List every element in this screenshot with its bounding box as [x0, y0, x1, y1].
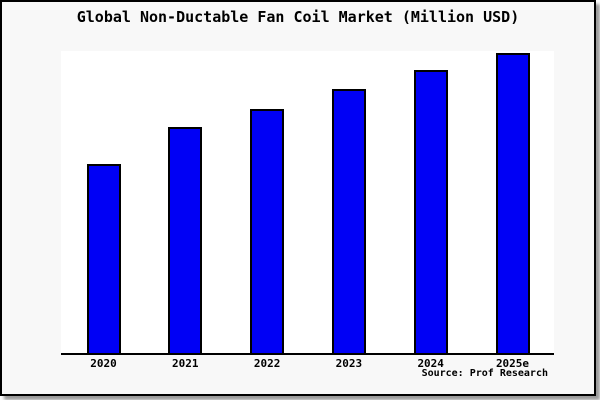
- x-tick-2021: 2021: [172, 357, 199, 370]
- x-tick-2025e: 2025e: [495, 357, 530, 370]
- bar-2020: [86, 164, 121, 353]
- x-axis-tick-labels: 2020 2021 2022 2023 2024 2025e: [61, 358, 554, 372]
- chart-title: Global Non-Ductable Fan Coil Market (Mil…: [76, 8, 520, 26]
- x-tick-2024: 2024: [417, 357, 444, 370]
- bar-2023: [331, 89, 366, 353]
- x-tick-2020: 2020: [90, 357, 117, 370]
- bar-2025e: [495, 53, 530, 353]
- plot-area: [61, 51, 554, 355]
- bar-2021: [168, 127, 203, 353]
- x-tick-2022: 2022: [253, 357, 281, 370]
- source-credit: Source: Prof Research: [421, 368, 548, 379]
- bar-2024: [413, 70, 448, 353]
- x-tick-2023: 2023: [335, 357, 363, 370]
- bar-2022: [250, 109, 285, 353]
